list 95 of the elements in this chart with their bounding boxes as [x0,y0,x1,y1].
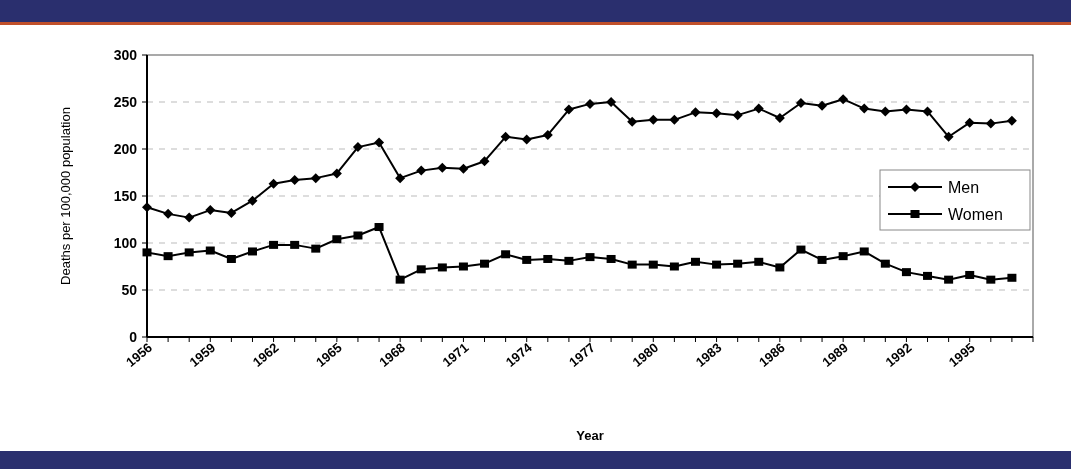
point [542,129,553,140]
point [521,134,532,145]
point [796,245,806,254]
point [795,97,806,108]
point [500,131,511,142]
point [142,248,152,257]
point [395,173,406,184]
point [923,271,933,280]
point [458,163,469,174]
point [753,103,764,114]
y-tick-label: 50 [121,281,138,298]
point [352,142,363,153]
point [289,175,300,186]
point [733,259,743,268]
y-tick-label: 0 [129,328,138,345]
legend-label: Women [948,205,1003,223]
point [859,103,870,114]
point [501,250,511,259]
point [184,248,194,257]
point [669,262,679,271]
point [880,106,891,117]
point [311,244,321,253]
point [374,223,384,232]
y-tick-label: 100 [113,234,138,251]
point [226,207,237,218]
point [985,118,996,129]
point [395,275,405,284]
point [627,260,637,269]
point [163,208,174,219]
point [711,108,722,119]
point [690,257,700,266]
point [859,247,869,256]
point [964,117,975,128]
point [543,254,553,263]
point [479,156,490,167]
point [226,254,236,263]
point [331,168,342,179]
point [986,275,996,284]
point [416,265,426,274]
point [480,259,490,268]
point [838,94,849,105]
point [247,247,257,256]
point [563,104,574,115]
point [268,178,279,189]
point [922,106,933,117]
x-axis-title: Year [576,428,604,443]
point [1007,273,1017,282]
point [817,255,827,264]
legend-label: Men [948,178,980,196]
point [606,97,617,107]
point [205,246,215,255]
point [901,104,912,115]
point [775,263,785,272]
point [437,162,448,173]
y-tick-label: 300 [113,46,138,63]
point [754,257,764,266]
y-tick-label: 250 [113,93,138,110]
point [838,252,848,261]
point [712,260,722,269]
point [416,165,427,176]
point [163,252,173,261]
point [965,270,975,279]
point [247,195,258,206]
point [522,255,532,264]
point [458,262,468,271]
y-tick-label: 200 [113,140,138,157]
point [585,253,595,262]
point [184,212,195,223]
point [142,202,152,213]
point [585,98,595,109]
point [332,235,342,244]
point [669,114,680,125]
point [374,137,385,148]
point [648,260,658,269]
point [564,256,574,265]
point [648,114,659,125]
point [606,254,616,263]
point [880,259,890,268]
point [901,268,911,277]
point [205,205,216,216]
point [690,107,701,118]
point [353,231,363,240]
point [310,173,321,184]
y-axis-title: Deaths per 100,000 population [58,107,73,285]
point [774,112,785,123]
point [732,110,743,121]
point [290,240,300,249]
point [269,240,279,249]
point [437,263,447,272]
y-tick-label: 150 [113,187,138,204]
point [943,131,954,142]
point [627,116,638,127]
point [944,275,954,284]
point [1006,115,1017,126]
point [817,100,828,111]
